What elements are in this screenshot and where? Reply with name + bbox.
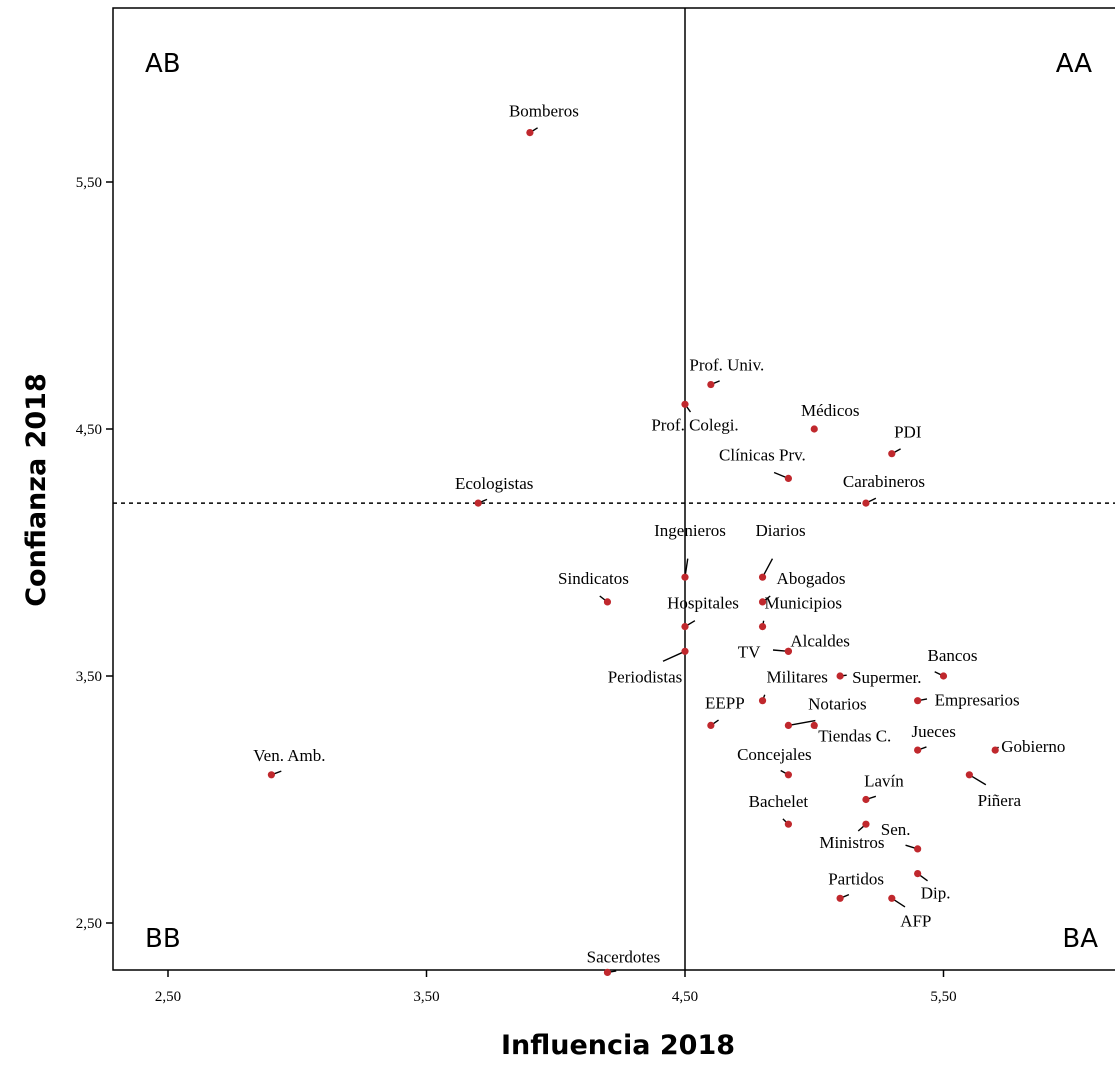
point-label: TV — [738, 642, 761, 661]
point-label: Ingenieros — [654, 521, 726, 540]
data-point — [603, 968, 612, 977]
data-point — [784, 771, 793, 779]
data-point — [681, 400, 689, 408]
data-point — [707, 721, 715, 730]
data-point — [836, 672, 844, 680]
data-point — [758, 697, 767, 705]
y-tick-label: 4,50 — [76, 422, 102, 438]
point-label: Abogados — [777, 569, 846, 588]
point-label: Partidos — [828, 869, 884, 888]
point-label: Militares — [767, 668, 828, 687]
data-point — [888, 450, 896, 458]
point-label: AFP — [900, 911, 931, 930]
data-point — [914, 870, 922, 878]
point-label: Supermer. — [852, 668, 921, 687]
y-tick-label: 2,50 — [76, 916, 102, 932]
point-label: Bomberos — [509, 102, 579, 121]
data-point — [914, 845, 922, 853]
data-point — [810, 721, 818, 730]
data-point — [526, 129, 534, 137]
point-label: Concejales — [737, 745, 812, 764]
data-point — [810, 425, 818, 433]
point-label: Ecologistas — [455, 474, 533, 493]
point-label: Médicos — [801, 401, 860, 420]
data-point — [758, 598, 767, 606]
y-axis-title: Confianza 2018 — [21, 373, 52, 607]
data-point — [758, 573, 767, 581]
data-point — [862, 499, 870, 507]
point-label: Bancos — [928, 646, 978, 665]
data-point — [862, 820, 870, 828]
data-point — [991, 746, 999, 754]
data-point — [784, 721, 793, 730]
plot-frame — [112, 7, 1115, 971]
quadrant-label-aa: AA — [1056, 49, 1093, 79]
point-label: Ministros — [819, 833, 884, 852]
y-tick-label: 5,50 — [76, 175, 102, 191]
point-label: Piñera — [978, 791, 1022, 810]
leader-line — [662, 650, 686, 662]
leader-line — [788, 719, 816, 727]
point-label: Ven. Amb. — [253, 746, 325, 765]
point-label: Empresarios — [935, 691, 1020, 710]
point-label: Municipios — [765, 594, 842, 613]
point-label: Alcaldes — [790, 631, 849, 650]
x-tick-label: 5,50 — [930, 989, 956, 1005]
point-label: Notarios — [808, 694, 867, 713]
point-label: Sindicatos — [558, 569, 629, 588]
quadrant-label-ab: AB — [145, 49, 181, 79]
data-point — [888, 894, 896, 902]
point-label: Periodistas — [608, 667, 683, 686]
x-tick-label: 4,50 — [672, 989, 698, 1005]
point-label: Bachelet — [749, 792, 809, 811]
x-tick-label: 2,50 — [155, 989, 181, 1005]
quadrant-label-ba: BA — [1062, 924, 1098, 954]
data-point — [267, 771, 275, 779]
data-point — [758, 623, 767, 631]
data-point — [474, 499, 482, 507]
point-label: Jueces — [911, 722, 955, 741]
data-point — [965, 771, 973, 779]
data-point — [681, 573, 689, 581]
point-label: Lavín — [864, 772, 904, 791]
y-tick-label: 3,50 — [76, 669, 102, 685]
point-label: Gobierno — [1001, 737, 1065, 756]
x-axis-title: Influencia 2018 — [501, 1030, 735, 1061]
data-point — [784, 474, 793, 482]
point-label: EEPP — [705, 693, 745, 712]
data-point — [707, 380, 715, 389]
quadrant-label-bb: BB — [145, 924, 181, 954]
data-point — [914, 697, 922, 705]
data-point — [939, 672, 948, 680]
x-tick-label: 3,50 — [413, 989, 439, 1005]
data-point — [603, 598, 612, 606]
point-label: Clínicas Prv. — [719, 445, 806, 464]
point-label: Carabineros — [843, 472, 925, 491]
point-label: Prof. Univ. — [689, 356, 764, 375]
point-label: Dip. — [921, 884, 951, 903]
point-label: Sen. — [881, 820, 911, 839]
point-label: Sacerdotes — [587, 947, 661, 966]
data-point — [914, 746, 922, 754]
data-point — [681, 623, 689, 631]
point-label: Hospitales — [667, 594, 739, 613]
point-label: Tiendas C. — [818, 726, 891, 745]
point-label: PDI — [894, 423, 922, 442]
data-point — [862, 795, 870, 804]
point-label: Diarios — [756, 521, 806, 540]
data-point — [784, 647, 793, 655]
data-point — [681, 647, 689, 655]
point-label: Prof. Colegi. — [651, 415, 738, 434]
data-point — [836, 894, 844, 902]
data-point — [784, 820, 793, 828]
